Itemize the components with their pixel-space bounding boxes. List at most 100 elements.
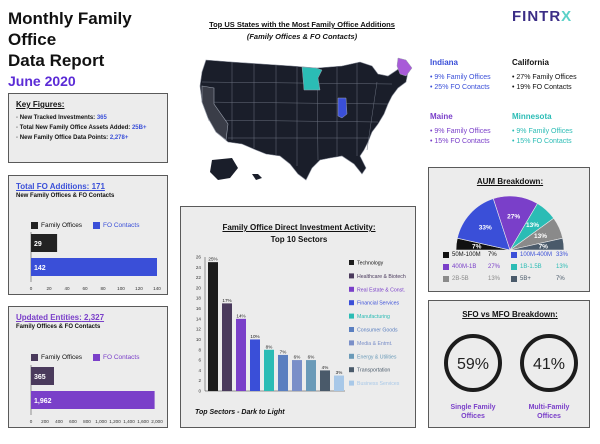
- x-tick-label: 1,600: [137, 419, 149, 424]
- aum-legend-item: 400M-1B 27%: [443, 264, 500, 270]
- aum-legend-swatch: [511, 276, 517, 282]
- sector-legend-label: Technology: [357, 261, 384, 267]
- state-contacts-share: • 15% FO Contacts: [512, 138, 572, 145]
- state-indiana: [337, 97, 348, 119]
- sector-legend-swatch: [349, 353, 354, 359]
- investment-title-block: Family Office Direct Investment Activity…: [181, 223, 417, 244]
- y-tick-label: 26: [196, 255, 202, 260]
- aum-legend-label: 1B-1.5B: [520, 264, 542, 270]
- state-name: Indiana: [430, 58, 459, 67]
- bar-fo-contacts: [31, 391, 155, 409]
- aum-slice-label: 13%: [526, 222, 539, 229]
- key-figures-heading: Key Figures:: [16, 100, 65, 109]
- sector-bar-2: [222, 303, 232, 391]
- bar-value-label: 1,962: [34, 398, 52, 405]
- sector-legend-label: Healthcare & Biotech: [357, 274, 406, 280]
- state-california-stats: California • 27% Family Offices • 19% FO…: [512, 58, 577, 94]
- multi-family-label: Multi-Family Offices: [528, 404, 570, 420]
- state-maine-stats: Maine • 9% Family Offices • 15% FO Conta…: [430, 112, 491, 148]
- aum-slice-5b-: [509, 237, 565, 251]
- updated-entities-subtitle: Family Offices & FO Contacts: [16, 324, 101, 330]
- logo-text: FINTR: [512, 8, 562, 25]
- state-california: [201, 85, 229, 141]
- sector-legend-swatch: [349, 273, 354, 279]
- aum-legend-value: 7%: [556, 276, 565, 282]
- sector-legend-swatch: [349, 327, 354, 332]
- fo-additions-panel: Total FO Additions: 171 New Family Offic…: [8, 175, 168, 295]
- state-minnesota-stats: Minnesota • 9% Family Offices • 15% FO C…: [512, 112, 573, 148]
- map-title-block: Top US States with the Most Family Offic…: [190, 20, 414, 41]
- report-title-line1: Monthly Family Office: [8, 9, 132, 49]
- state-fo-share: • 27% Family Offices: [512, 74, 577, 81]
- aum-slice-label: 7%: [539, 243, 549, 250]
- x-tick-label: 1,400: [123, 419, 135, 424]
- sector-legend-swatch: [349, 340, 354, 346]
- bar-family-offices: [31, 234, 58, 252]
- aum-legend-item: 5B+ 7%: [511, 276, 565, 282]
- aum-legend-value: 27%: [488, 264, 501, 270]
- sector-value-label: 8%: [266, 344, 273, 349]
- state-hawaii: [252, 174, 262, 180]
- x-tick-label: 20: [46, 286, 52, 291]
- aum-title: AUM Breakdown:: [476, 177, 544, 186]
- state-contacts-share: • 15% FO Contacts: [430, 138, 490, 145]
- sector-bar-6: [278, 354, 288, 391]
- bar-value-label: 142: [34, 265, 46, 272]
- sector-bar-7: [292, 360, 302, 391]
- sector-bar-3: [236, 318, 246, 391]
- sector-value-label: 10%: [250, 334, 259, 339]
- sector-legend-label: Manufacturing: [357, 314, 390, 320]
- x-tick-label: 60: [82, 286, 88, 291]
- sector-bar-4: [250, 339, 260, 391]
- x-tick-label: 0: [30, 419, 33, 424]
- single-family-label: Single Family Offices: [450, 404, 496, 420]
- aum-legend-value: 33%: [556, 252, 569, 258]
- updated-entities-chart: 365 1,962 0 200 400 600 800 1,000 1,200 1,400 1,60…: [30, 365, 163, 424]
- aum-legend-item: 50M-100M 7%: [443, 252, 497, 258]
- state-name: California: [512, 58, 549, 67]
- sector-value-label: 17%: [222, 298, 231, 303]
- state-alaska: [210, 158, 238, 180]
- x-tick-label: 1,000: [95, 419, 107, 424]
- state-minnesota: [301, 66, 323, 91]
- state-maine: [396, 57, 413, 77]
- y-tick-label: 4: [198, 368, 201, 373]
- sector-bar-8: [306, 360, 316, 391]
- x-tick-label: 120: [135, 286, 143, 291]
- sector-value-label: 4%: [322, 365, 329, 370]
- fo-additions-subtitle: New Family Offices & FO Contacts: [16, 193, 115, 199]
- sector-legend-swatch: [349, 313, 354, 319]
- y-tick-label: 0: [198, 389, 201, 394]
- aum-slice-label: 27%: [507, 214, 520, 221]
- donut-ring-single-family: [444, 334, 502, 392]
- aum-slice-100m-400m: [456, 198, 511, 251]
- aum-legend-value: 13%: [556, 264, 569, 270]
- legend-fo-contacts: FO Contacts: [93, 354, 139, 361]
- fo-additions-heading: Total FO Additions: 171: [16, 182, 105, 191]
- x-tick-label: 800: [83, 419, 91, 424]
- aum-legend-label: 400M-1B: [452, 264, 477, 270]
- state-contacts-share: • 25% FO Contacts: [430, 84, 490, 91]
- key-figure-assets: ◦ Total New Family Office Assets Added: …: [16, 125, 147, 131]
- sector-legend-swatch: [349, 380, 354, 386]
- x-tick-label: 400: [55, 419, 63, 424]
- y-tick-label: 16: [196, 306, 202, 311]
- aum-legend-swatch: [511, 252, 517, 258]
- x-tick-label: 0: [30, 286, 33, 291]
- state-fo-share: • 9% Family Offices: [430, 128, 491, 135]
- sector-value-label: 14%: [236, 313, 245, 318]
- sector-bar-9: [320, 370, 330, 391]
- aum-slice-label: 7%: [472, 243, 482, 250]
- sector-value-label: 6%: [308, 355, 315, 360]
- sector-legend-label: Financial Services: [357, 301, 399, 307]
- x-tick-label: 600: [69, 419, 77, 424]
- donut-percent-label: 59%: [457, 356, 489, 373]
- aum-legend-label: 5B+: [520, 276, 531, 282]
- bar-family-offices: [31, 367, 54, 385]
- y-tick-label: 6: [198, 358, 201, 363]
- key-figure-data-points: ◦ New Family Office Data Points: 2,278+: [16, 135, 129, 141]
- sector-legend-label: Media & Entmt.: [357, 341, 392, 347]
- aum-legend-swatch: [443, 276, 449, 282]
- legend-family-offices: Family Offices: [31, 354, 82, 361]
- state-fo-share: • 9% Family Offices: [430, 74, 491, 81]
